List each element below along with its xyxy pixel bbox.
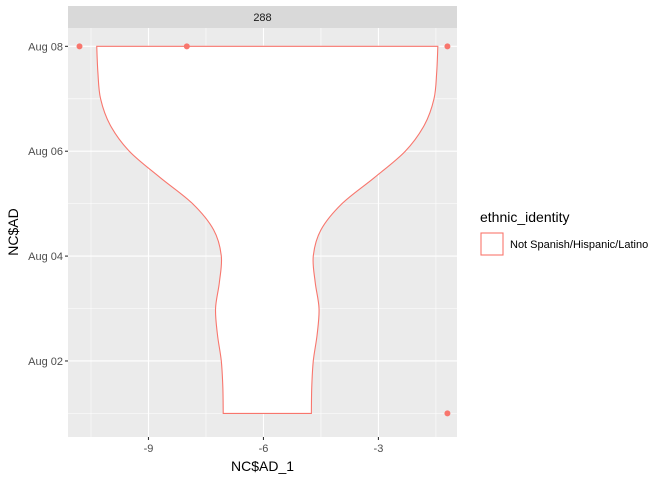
legend-entry-label: Not Spanish/Hispanic/Latino <box>510 239 648 251</box>
x-axis: -9 -6 -3 <box>144 437 384 455</box>
x-tick-label: -6 <box>259 443 269 455</box>
facet-strip-label: 288 <box>253 12 271 24</box>
facet-strip <box>68 6 457 28</box>
legend-key <box>480 232 504 256</box>
y-tick-label: Aug 04 <box>28 251 63 263</box>
x-tick-label: -9 <box>144 443 154 455</box>
legend-title: ethnic_identity <box>480 209 570 225</box>
outlier-point <box>444 410 451 417</box>
y-tick-label: Aug 02 <box>28 356 63 368</box>
y-tick-label: Aug 08 <box>28 41 63 53</box>
y-axis-title: NC$AD <box>5 208 21 255</box>
outlier-point-layer <box>76 43 451 417</box>
outlier-point <box>183 43 190 50</box>
legend-entries: Not Spanish/Hispanic/Latino <box>480 232 648 256</box>
y-axis: Aug 02 Aug 04 Aug 06 Aug 08 <box>28 41 68 368</box>
x-axis-title: NC$AD_1 <box>231 458 294 474</box>
legend: ethnic_identity Not Spanish/Hispanic/Lat… <box>480 209 648 256</box>
violin-shape <box>96 45 439 414</box>
outlier-point <box>76 43 83 50</box>
y-tick-label: Aug 06 <box>28 146 63 158</box>
x-tick-label: -3 <box>374 443 384 455</box>
violin-layer <box>96 45 439 414</box>
outlier-point <box>444 43 451 50</box>
